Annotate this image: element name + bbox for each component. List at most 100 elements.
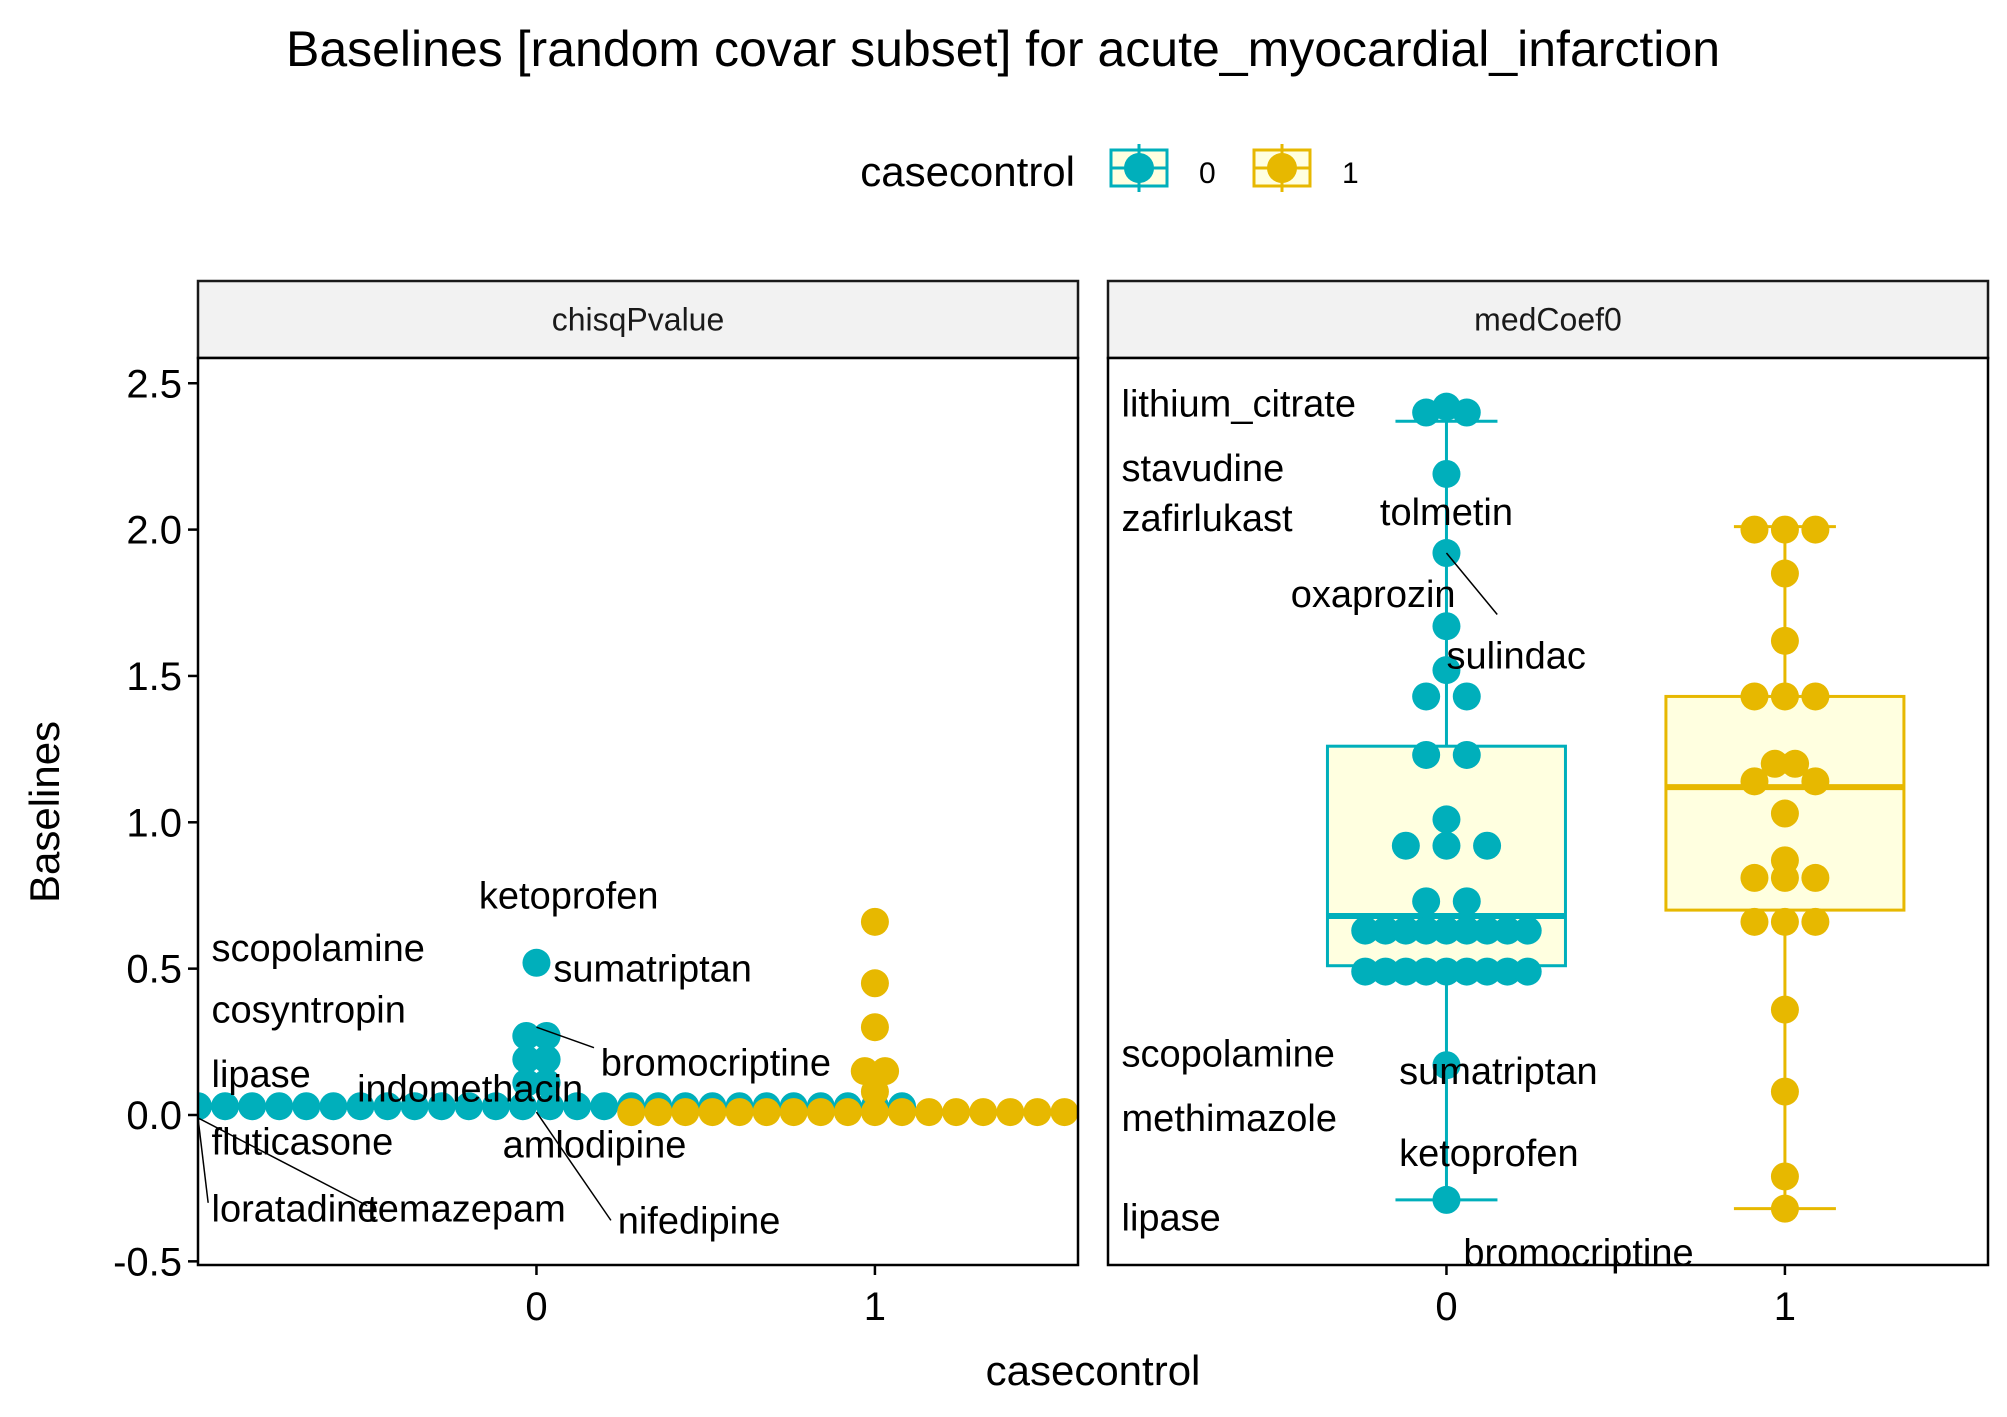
data-point: [1770, 515, 1799, 544]
data-point: [806, 1098, 835, 1127]
data-point: [373, 1092, 402, 1121]
point-label-methimazole: methimazole: [1122, 1098, 1337, 1140]
point-label-bromocriptine: bromocriptine: [1463, 1233, 1693, 1275]
data-point: [508, 1092, 537, 1121]
label-connector: [1445, 552, 1498, 615]
data-point: [671, 1098, 700, 1127]
data-point: [1801, 863, 1830, 892]
data-point: [1432, 656, 1461, 685]
data-point: [481, 1092, 510, 1121]
strip-chisqPvalue: [196, 279, 1080, 360]
point-label-amlodipine: amlodipine: [503, 1124, 687, 1166]
data-point: [969, 1098, 998, 1127]
x-tick-label: 0: [1435, 1285, 1457, 1329]
data-point: [1412, 740, 1441, 769]
data-point: [1371, 957, 1400, 986]
data-point: [1432, 1185, 1461, 1214]
data-point: [1801, 907, 1830, 936]
point-label-cosyntropin: cosyntropin: [212, 990, 406, 1032]
point-label-lithium_citrate: lithium_citrate: [1122, 384, 1356, 426]
data-point: [1770, 682, 1799, 711]
data-point: [860, 1013, 889, 1042]
data-point: [1740, 682, 1769, 711]
data-point: [454, 1092, 483, 1121]
legend-key-0: [1109, 144, 1169, 192]
data-point: [1493, 916, 1522, 945]
data-point: [1740, 907, 1769, 936]
data-point: [512, 1068, 541, 1097]
legend: casecontrol 0 1: [860, 144, 1359, 195]
data-point: [532, 1045, 561, 1074]
data-point: [1452, 957, 1481, 986]
point-label-sulindac: sulindac: [1446, 635, 1585, 677]
point-label-temazepam: temazepam: [367, 1189, 566, 1231]
data-point: [1473, 957, 1502, 986]
data-point: [563, 1092, 592, 1121]
data-point: [942, 1098, 971, 1127]
point-label-sumatriptan: sumatriptan: [553, 949, 752, 991]
point-label-lipase: lipase: [212, 1054, 311, 1096]
data-point: [1740, 863, 1769, 892]
data-point: [860, 1098, 889, 1127]
data-point: [319, 1092, 348, 1121]
data-point: [888, 1098, 916, 1127]
legend-key-dot-0: [1124, 153, 1154, 183]
data-point: [346, 1092, 375, 1121]
label-connector: [198, 1117, 368, 1207]
data-point: [1432, 459, 1461, 488]
data-point: [779, 1098, 808, 1127]
data-point: [1412, 916, 1441, 945]
data-point: [512, 1021, 541, 1050]
data-point: [1781, 749, 1810, 778]
data-point: [1023, 1098, 1052, 1127]
point-label-loratadine: loratadine: [212, 1189, 379, 1231]
data-point: [1412, 398, 1441, 427]
plot-area: [198, 907, 1078, 1221]
x-tick-label: 0: [525, 1285, 547, 1329]
data-point: [1770, 995, 1799, 1024]
point-label-fluticasone: fluticasone: [212, 1121, 394, 1163]
data-point: [1452, 740, 1481, 769]
strip-label-chisqPvalue: chisqPvalue: [552, 302, 725, 338]
data-point: [1770, 1162, 1799, 1191]
data-point: [1452, 916, 1481, 945]
panel-chisqPvalue: chisqPvalue scopolamine cosyntropin lipase i…: [113, 279, 1080, 1329]
legend-key-label-1: 1: [1342, 157, 1359, 190]
data-point: [1760, 749, 1789, 778]
data-point: [1770, 626, 1799, 655]
y-tick-label: 2.0: [126, 509, 182, 553]
data-point: [644, 1098, 673, 1127]
y-tick-label: 2.5: [126, 362, 182, 406]
point-label-ketoprofen: ketoprofen: [1399, 1133, 1579, 1175]
strip-label-medCoef0: medCoef0: [1474, 302, 1622, 338]
data-point: [1050, 1098, 1078, 1127]
legend-key-label-0: 0: [1199, 157, 1216, 190]
data-point: [698, 1098, 727, 1127]
data-point: [1371, 916, 1400, 945]
strip-medCoef0: [1106, 279, 1990, 360]
data-point: [860, 907, 889, 936]
data-point: [915, 1098, 944, 1127]
panels: chisqPvalue scopolamine cosyntropin lipase i…: [113, 279, 1990, 1329]
data-point: [1412, 957, 1441, 986]
series-1: [617, 907, 1078, 1127]
data-point: [1473, 831, 1502, 860]
data-point: [238, 1092, 267, 1121]
x-tick-label: 1: [1774, 1285, 1796, 1329]
data-point: [1770, 863, 1799, 892]
data-point: [1452, 398, 1481, 427]
data-point: [1770, 799, 1799, 828]
data-point: [996, 1098, 1025, 1127]
legend-key-dot-1: [1267, 153, 1297, 183]
data-point: [1432, 1051, 1461, 1080]
point-label-lipase: lipase: [1122, 1197, 1221, 1239]
y-axis-title: Baselines: [21, 721, 68, 903]
data-point: [617, 1098, 646, 1127]
y-tick-label: -0.5: [113, 1240, 182, 1284]
data-point: [860, 969, 889, 998]
data-point: [1770, 559, 1799, 588]
data-point: [1432, 831, 1461, 860]
data-point: [1770, 1077, 1799, 1106]
data-point: [860, 1077, 889, 1106]
legend-key-1: [1252, 144, 1312, 192]
